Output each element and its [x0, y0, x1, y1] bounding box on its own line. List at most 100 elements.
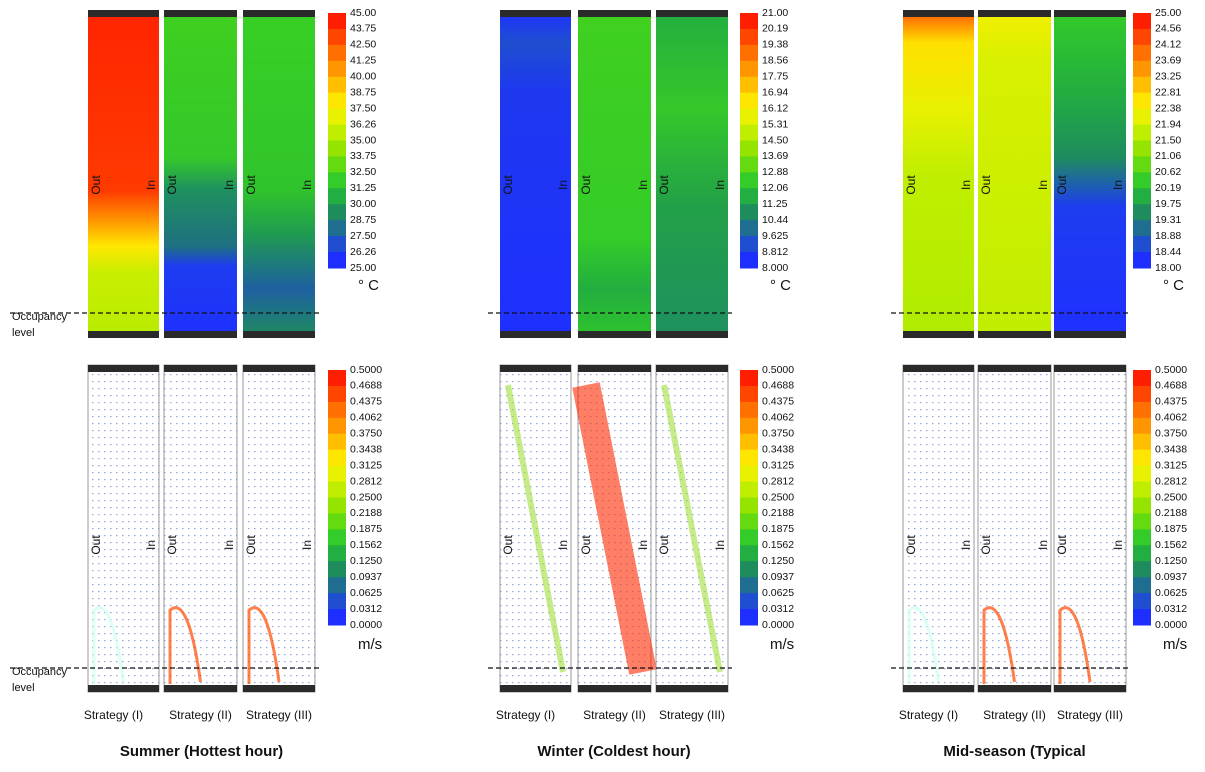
colorbar-tick-label: 0.4688	[1155, 380, 1187, 392]
colorbar-tick-label: 0.2188	[1155, 507, 1187, 519]
in-label: In	[1111, 540, 1125, 550]
in-label: In	[636, 540, 650, 550]
ceiling	[978, 10, 1051, 17]
floor	[243, 331, 315, 338]
ceiling	[500, 365, 571, 372]
colorbar-tick-label: 0.1875	[350, 523, 382, 535]
colorbar-unit: m/s	[358, 636, 382, 653]
colorbar-tick-label: 33.75	[350, 150, 376, 162]
colorbar-band	[328, 124, 346, 141]
colorbar-band	[1133, 124, 1151, 141]
colorbar-tick-label: 36.26	[350, 118, 376, 130]
colorbar-band	[1133, 609, 1151, 626]
out-label: Out	[579, 535, 593, 555]
colorbar-tick-label: 0.0312	[1155, 603, 1187, 615]
colorbar-tick-label: 0.4688	[350, 380, 382, 392]
colorbar-tick-label: 25.00	[350, 262, 376, 274]
strategy-label: Strategy (III)	[246, 708, 312, 722]
colorbar-tick-label: 0.0000	[1155, 619, 1187, 631]
colorbar-band	[1133, 108, 1151, 126]
colorbar-band	[740, 545, 758, 562]
colorbar-band	[1133, 561, 1151, 578]
colorbar-band	[1133, 465, 1151, 483]
colorbar-band	[1133, 513, 1151, 530]
colorbar-band	[328, 252, 346, 269]
colorbar-tick-label: 27.50	[350, 230, 376, 242]
colorbar-tick-label: 41.25	[350, 55, 376, 67]
colorbar-tick-label: 0.3438	[350, 443, 382, 455]
colorbar-band	[328, 593, 346, 610]
colorbar-band	[1133, 252, 1151, 269]
colorbar-band	[328, 156, 346, 173]
colorbar-band	[1133, 497, 1151, 514]
colorbar-band	[328, 577, 346, 594]
colorbar-unit: m/s	[1163, 636, 1187, 653]
velocity-vectors	[164, 365, 237, 692]
colorbar-tick-label: 0.2812	[350, 475, 382, 487]
in-label: In	[959, 540, 973, 550]
colorbar-band	[328, 236, 346, 253]
strategy-label: Strategy (III)	[659, 708, 725, 722]
colorbar-band	[1133, 545, 1151, 562]
in-label: In	[713, 180, 727, 190]
floor	[656, 685, 728, 692]
out-label: Out	[501, 535, 515, 555]
colorbar-tick-label: 22.38	[1155, 102, 1181, 114]
colorbar-tick-label: 0.1250	[1155, 555, 1187, 567]
colorbar-band	[1133, 401, 1151, 419]
floor	[903, 685, 974, 692]
strategy-label: Strategy (I)	[84, 708, 143, 722]
colorbar-band	[740, 76, 758, 94]
colorbar-tick-label: 19.31	[1155, 214, 1181, 226]
colorbar-tick-label: 0.1562	[762, 539, 794, 551]
floor	[578, 331, 651, 338]
colorbar-tick-label: 18.56	[762, 55, 788, 67]
colorbar-band	[740, 465, 758, 483]
out-label: Out	[165, 175, 179, 195]
floor	[88, 685, 159, 692]
colorbar-band	[1133, 13, 1151, 30]
colorbar-band	[1133, 433, 1151, 451]
colorbar-band	[740, 513, 758, 530]
colorbar-band	[1133, 370, 1151, 387]
colorbar-band	[740, 370, 758, 387]
colorbar-band	[328, 220, 346, 237]
colorbar-band	[740, 13, 758, 30]
colorbar-tick-label: 8.812	[762, 246, 788, 258]
temperature-field	[978, 10, 1051, 338]
in-label: In	[1111, 180, 1125, 190]
floor	[500, 685, 571, 692]
colorbar-band	[1133, 236, 1151, 253]
colorbar-tick-label: 13.69	[762, 150, 788, 162]
colorbar-tick-label: 23.25	[1155, 71, 1181, 83]
colorbar-band	[740, 60, 758, 78]
colorbar-band	[1133, 76, 1151, 94]
colorbar-band	[1133, 593, 1151, 610]
colorbar-band	[740, 236, 758, 253]
colorbar-tick-label: 0.2812	[762, 475, 794, 487]
velocity-stream	[168, 606, 202, 684]
colorbar-band	[328, 370, 346, 387]
floor	[978, 331, 1051, 338]
colorbar-tick-label: 38.75	[350, 86, 376, 98]
colorbar-tick-label: 25.00	[1155, 7, 1181, 19]
colorbar-tick-label: 32.50	[350, 166, 376, 178]
colorbar-tick-label: 0.1875	[762, 523, 794, 535]
colorbar-band	[1133, 577, 1151, 594]
colorbar-band	[740, 156, 758, 173]
out-label: Out	[904, 175, 918, 195]
strategy-label: Strategy (II)	[583, 708, 646, 722]
colorbar-band	[328, 140, 346, 157]
colorbar-band	[740, 108, 758, 126]
floor	[88, 331, 159, 338]
ceiling	[88, 10, 159, 17]
colorbar-tick-label: 42.50	[350, 39, 376, 51]
colorbar-tick-label: 0.3438	[1155, 443, 1187, 455]
velocity-stream	[661, 384, 723, 673]
colorbar-tick-label: 0.0000	[350, 619, 382, 631]
in-label: In	[636, 180, 650, 190]
colorbar-unit: ° C	[1163, 277, 1184, 294]
colorbar-tick-label: 0.4375	[762, 396, 794, 408]
colorbar-band	[740, 497, 758, 514]
